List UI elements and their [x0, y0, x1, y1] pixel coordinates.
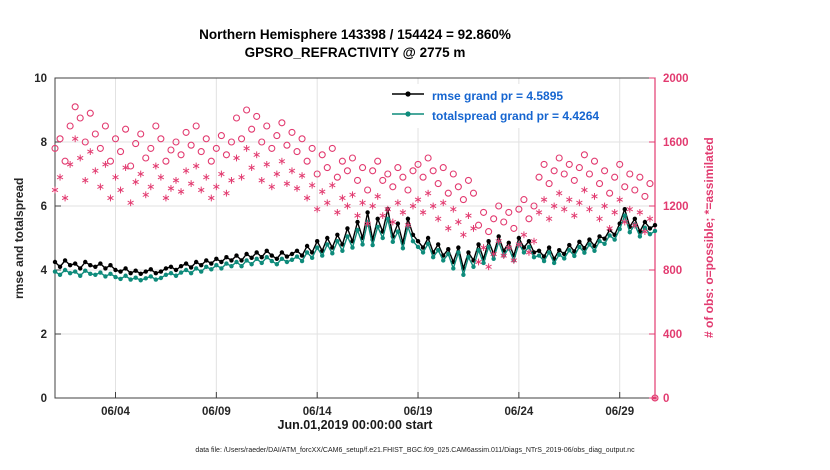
legend-label-rmse: rmse grand pr = 4.5895 [432, 89, 564, 103]
svg-text:06/04: 06/04 [101, 406, 130, 418]
svg-text:06/14: 06/14 [303, 406, 332, 418]
svg-text:2000: 2000 [663, 73, 689, 85]
svg-text:06/09: 06/09 [202, 406, 231, 418]
svg-text:8: 8 [41, 137, 48, 149]
legend: rmse grand pr = 4.5895 totalspread grand… [388, 84, 606, 128]
svg-text:2: 2 [41, 329, 47, 341]
svg-text:1200: 1200 [663, 201, 689, 213]
legend-item-rmse: rmse grand pr = 4.5895 [390, 86, 599, 106]
svg-text:6: 6 [41, 201, 47, 213]
legend-item-totalspread: totalspread grand pr = 4.4264 [390, 106, 599, 126]
chart-title: Northern Hemisphere 143398 / 154424 = 92… [55, 26, 655, 62]
svg-text:06/29: 06/29 [605, 406, 634, 418]
svg-text:400: 400 [663, 329, 682, 341]
possible-series [51, 103, 659, 402]
title-line-2: GPSRO_REFRACTIVITY @ 2775 m [244, 45, 466, 60]
datafile-caption: data file: /Users/raeder/DAI/ATM_forcXX/… [195, 447, 635, 454]
svg-text:10: 10 [34, 73, 47, 85]
assimilated-series [51, 135, 659, 402]
svg-text:800: 800 [663, 265, 682, 277]
svg-text:0: 0 [41, 393, 47, 405]
legend-label-totalspread: totalspread grand pr = 4.4264 [432, 109, 600, 123]
x-axis-label: Jun.01,2019 00:00:00 start [277, 418, 433, 432]
title-line-1: Northern Hemisphere 143398 / 154424 = 92… [199, 27, 511, 42]
legend-line-totalspread-icon [390, 107, 426, 125]
svg-text:1600: 1600 [663, 137, 689, 149]
svg-text:06/24: 06/24 [504, 406, 533, 418]
svg-text:0: 0 [663, 393, 669, 405]
svg-text:4: 4 [41, 265, 48, 277]
legend-line-rmse-icon [390, 87, 426, 105]
totalspread-series [52, 213, 658, 283]
svg-text:06/19: 06/19 [404, 406, 433, 418]
